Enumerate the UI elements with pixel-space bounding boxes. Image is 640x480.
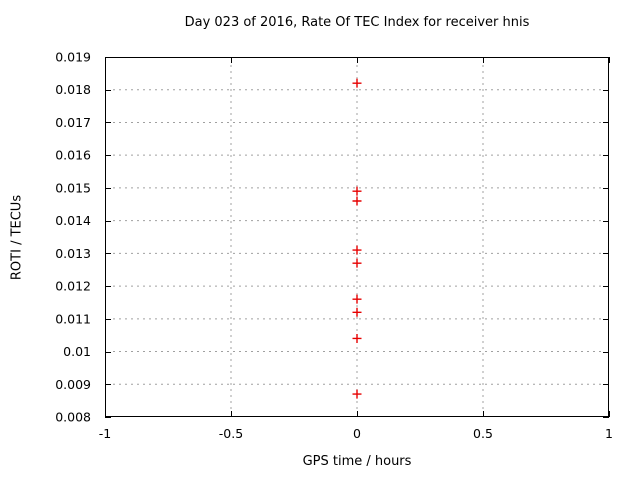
x-tick-label: 0: [353, 426, 361, 441]
data-point-marker: [352, 294, 362, 304]
x-tick-label: -1: [99, 426, 111, 441]
x-axis-label: GPS time / hours: [302, 454, 412, 469]
y-tick-label: 0.019: [55, 50, 91, 65]
data-point-marker: [352, 307, 362, 317]
y-tick-label: 0.009: [55, 377, 91, 392]
y-tick-label: 0.008: [55, 410, 91, 425]
plot-border: [105, 57, 609, 417]
y-tick-label: 0.011: [55, 311, 91, 326]
y-tick-label: 0.012: [55, 279, 91, 294]
y-tick-label: 0.013: [55, 246, 91, 261]
data-point-marker: [352, 196, 362, 206]
x-tick-label: -0.5: [219, 426, 243, 441]
y-tick-label: 0.014: [55, 213, 91, 228]
x-tick-label: 1: [605, 426, 613, 441]
chart-title: Day 023 of 2016, Rate Of TEC Index for r…: [184, 15, 530, 30]
data-point-marker: [352, 333, 362, 343]
data-point-marker: [352, 78, 362, 88]
x-tick-label: 0.5: [473, 426, 493, 441]
y-tick-label: 0.017: [55, 115, 91, 130]
y-tick-label: 0.01: [63, 344, 91, 359]
data-point-marker: [352, 186, 362, 196]
y-tick-label: 0.018: [55, 82, 91, 97]
data-point-marker: [352, 389, 362, 399]
data-point-marker: [352, 245, 362, 255]
y-tick-label: 0.016: [55, 148, 91, 163]
data-point-marker: [352, 258, 362, 268]
y-tick-label: 0.015: [55, 180, 91, 195]
